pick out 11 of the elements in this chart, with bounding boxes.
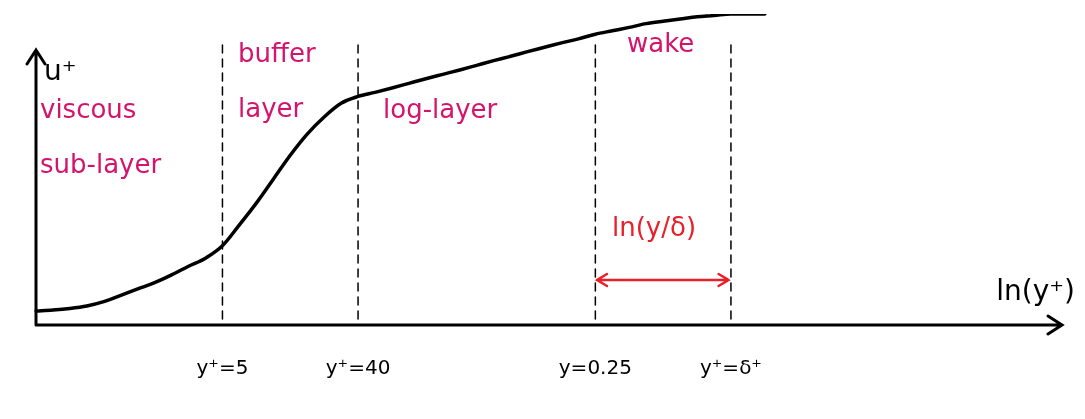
annotation: log-layer (383, 94, 498, 124)
x-tick-label: y=0.25 (558, 355, 632, 380)
x-tick-label: y⁺=5 (196, 355, 249, 380)
x-tick-label: y⁺=40 (325, 355, 391, 380)
y-axis-title: u⁺ (44, 54, 77, 87)
x-tick-label: y⁺=δ⁺ (699, 355, 762, 380)
x-axis-title: ln(y⁺) (996, 274, 1075, 307)
annotation: wake (627, 28, 695, 58)
annotation: viscous sub-layer (40, 94, 162, 179)
annotation: buffer layer (238, 38, 316, 123)
annotation: ln(y/δ) (612, 212, 697, 242)
